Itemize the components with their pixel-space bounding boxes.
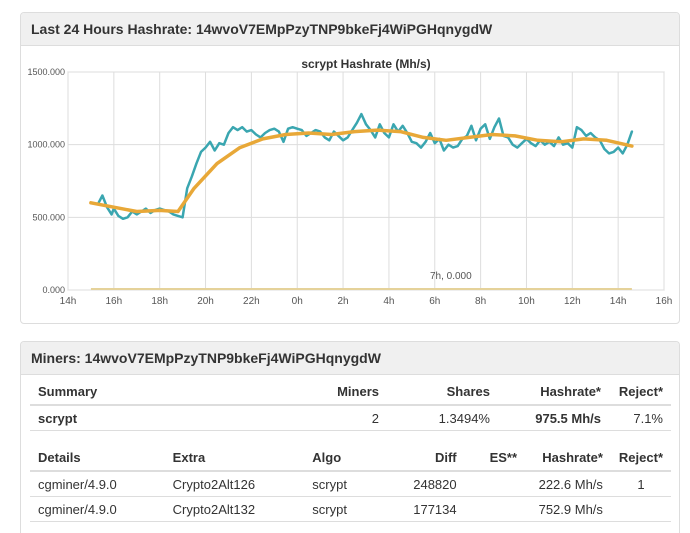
reject-col-header: Reject* bbox=[609, 378, 671, 406]
details-col-header: Details bbox=[30, 444, 165, 472]
miners-panel-title: Miners: 14wvoV7EMpPzyTNP9bkeFj4WiPGHqnyg… bbox=[21, 342, 679, 375]
x-tick-label: 20h bbox=[197, 296, 214, 307]
x-tick-label: 4h bbox=[383, 296, 394, 307]
hashrate-col-header: Hashrate* bbox=[498, 378, 609, 406]
summary-hashrate: 975.5 Mh/s bbox=[498, 405, 609, 431]
y-tick-label: 1000.000 bbox=[27, 140, 65, 150]
x-tick-label: 0h bbox=[292, 296, 303, 307]
table-row: scrypt 2 1.3494% 975.5 Mh/s 7.1% bbox=[30, 405, 671, 431]
miner-hashrate: 222.6 Mh/s bbox=[525, 471, 611, 497]
x-tick-label: 14h bbox=[60, 296, 77, 307]
miner-reject bbox=[610, 496, 671, 522]
x-tick-label: 16h bbox=[106, 296, 123, 307]
miner-details: cgminer/4.9.0 bbox=[30, 471, 165, 497]
miner-algo: scrypt bbox=[304, 496, 380, 522]
x-tick-label: 8h bbox=[475, 296, 486, 307]
annotation-label: 7h, 0.000 bbox=[430, 271, 472, 282]
extra-col-header: Extra bbox=[164, 444, 305, 472]
miners-col-header: Miners bbox=[251, 378, 387, 406]
y-tick-label: 1500.000 bbox=[27, 67, 65, 77]
algo-col-header: Algo bbox=[304, 444, 380, 472]
chart-title: scrypt Hashrate (Mh/s) bbox=[301, 57, 430, 71]
es-col-header: ES** bbox=[464, 444, 526, 472]
detail-hashrate-col-header: Hashrate* bbox=[525, 444, 611, 472]
miner-details: cgminer/4.9.0 bbox=[30, 496, 165, 522]
miner-hashrate: 752.9 Mh/s bbox=[525, 496, 611, 522]
x-tick-label: 16h bbox=[656, 296, 673, 307]
hashrate-panel: Last 24 Hours Hashrate: 14wvoV7EMpPzyTNP… bbox=[20, 12, 680, 324]
y-tick-label: 0.000 bbox=[42, 285, 65, 295]
detail-reject-col-header: Reject* bbox=[610, 444, 671, 472]
miner-es bbox=[464, 496, 526, 522]
x-tick-label: 18h bbox=[151, 296, 168, 307]
shares-col-header: Shares bbox=[387, 378, 498, 406]
summary-header-row: Summary Miners Shares Hashrate* Reject* bbox=[30, 378, 671, 406]
details-header-row: Details Extra Algo Diff ES** Hashrate* R… bbox=[30, 444, 671, 472]
y-tick-label: 500.000 bbox=[32, 212, 65, 222]
plot-area bbox=[67, 71, 665, 291]
summary-table: Summary Miners Shares Hashrate* Reject* … bbox=[30, 378, 671, 431]
diff-col-header: Diff bbox=[379, 444, 465, 472]
miner-diff: 248820 bbox=[379, 471, 465, 497]
average-series-line bbox=[89, 128, 634, 214]
miner-diff: 177134 bbox=[379, 496, 465, 522]
table-row: cgminer/4.9.0 Crypto2Alt132 scrypt 17713… bbox=[30, 496, 671, 522]
summary-col-header: Summary bbox=[30, 378, 251, 406]
miner-algo: scrypt bbox=[304, 471, 380, 497]
x-tick-label: 14h bbox=[610, 296, 627, 307]
details-table: Details Extra Algo Diff ES** Hashrate* R… bbox=[30, 444, 671, 522]
summary-miners: 2 bbox=[251, 405, 387, 431]
summary-algo: scrypt bbox=[30, 405, 251, 431]
hashrate-panel-title: Last 24 Hours Hashrate: 14wvoV7EMpPzyTNP… bbox=[21, 13, 679, 46]
table-row: cgminer/4.9.0 Crypto2Alt126 scrypt 24882… bbox=[30, 471, 671, 497]
summary-shares: 1.3494% bbox=[387, 405, 498, 431]
x-tick-label: 22h bbox=[243, 296, 260, 307]
x-tick-label: 10h bbox=[518, 296, 535, 307]
x-tick-label: 2h bbox=[338, 296, 349, 307]
miner-extra: Crypto2Alt132 bbox=[164, 496, 305, 522]
hashrate-chart: 14h 16h 18h 20h 22h 0h 2h 4h 6h 8h 10h 12h 14h 16h 0.0… bbox=[27, 57, 673, 307]
miner-extra: Crypto2Alt126 bbox=[164, 471, 305, 497]
miner-reject: 1 bbox=[610, 471, 671, 497]
x-tick-label: 12h bbox=[564, 296, 581, 307]
x-tick-label: 6h bbox=[429, 296, 440, 307]
miners-panel: Miners: 14wvoV7EMpPzyTNP9bkeFj4WiPGHqnyg… bbox=[20, 341, 680, 533]
miner-es bbox=[464, 471, 526, 497]
summary-reject: 7.1% bbox=[609, 405, 671, 431]
